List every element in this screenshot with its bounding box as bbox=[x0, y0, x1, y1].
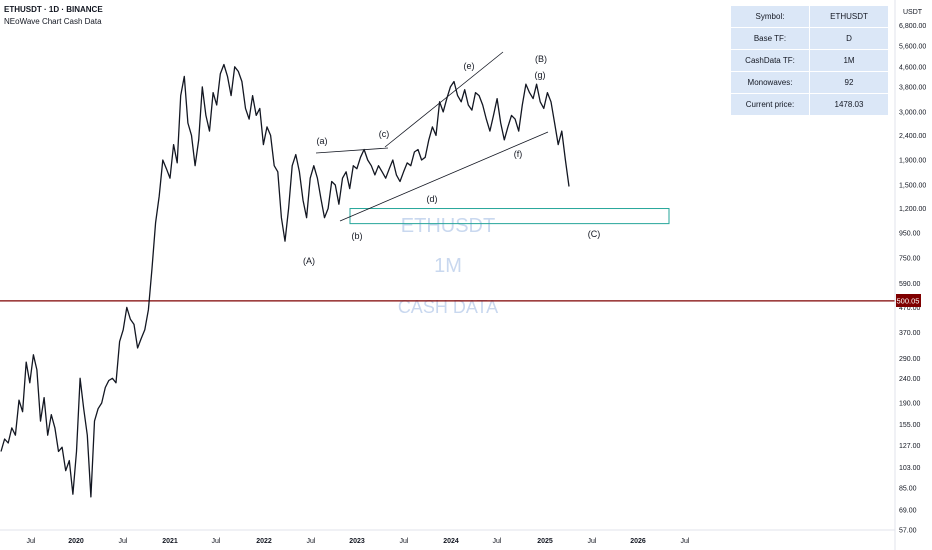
info-label: Current price: bbox=[730, 93, 810, 116]
wave-label-3: (c) bbox=[379, 129, 390, 139]
price-tick-label: 1,200.00 bbox=[899, 206, 926, 213]
time-tick-label: Jul bbox=[588, 538, 597, 545]
wave-label-4: (d) bbox=[427, 194, 438, 204]
target-zone-box[interactable] bbox=[349, 208, 670, 225]
time-tick-label: 2022 bbox=[256, 538, 272, 545]
wave-label-0: (A) bbox=[303, 256, 315, 266]
info-row: Base TF: D bbox=[730, 27, 889, 50]
info-label: CashData TF: bbox=[730, 49, 810, 72]
cash-data-info-table: Symbol: ETHUSDT Base TF: D CashData TF: 1M Mon… bbox=[730, 5, 889, 116]
price-tick-label: 3,000.00 bbox=[899, 109, 926, 116]
info-value: 1478.03 bbox=[809, 93, 889, 116]
chart-subtitle: NEoWave Chart Cash Data bbox=[4, 17, 102, 26]
price-tick-label: 2,400.00 bbox=[899, 133, 926, 140]
price-tick-label: 127.00 bbox=[899, 443, 921, 450]
info-label: Symbol: bbox=[730, 5, 810, 28]
price-tick-label: 240.00 bbox=[899, 376, 921, 383]
time-tick-label: 2025 bbox=[537, 538, 553, 545]
info-label: Base TF: bbox=[730, 27, 810, 50]
price-level-badge-label: 500.05 bbox=[897, 297, 920, 306]
info-label: Monowaves: bbox=[730, 71, 810, 94]
time-tick-label: Jul bbox=[307, 538, 316, 545]
price-axis-unit: USDT bbox=[903, 9, 923, 16]
time-tick-label: 2026 bbox=[630, 538, 646, 545]
info-row: CashData TF: 1M bbox=[730, 49, 889, 72]
wave-label-9: (C) bbox=[588, 229, 601, 239]
wave-label-2: (b) bbox=[352, 231, 363, 241]
info-value: 92 bbox=[809, 71, 889, 94]
price-tick-label: 4,600.00 bbox=[899, 64, 926, 71]
price-tick-label: 69.00 bbox=[899, 507, 917, 514]
price-tick-label: 750.00 bbox=[899, 256, 921, 263]
time-tick-label: 2021 bbox=[162, 538, 178, 545]
price-tick-label: 1,500.00 bbox=[899, 182, 926, 189]
price-tick-label: 103.00 bbox=[899, 465, 921, 472]
info-value: ETHUSDT bbox=[809, 5, 889, 28]
price-tick-label: 950.00 bbox=[899, 231, 921, 238]
wave-label-5: (e) bbox=[464, 61, 475, 71]
trendline-upper bbox=[384, 51, 504, 148]
price-tick-label: 155.00 bbox=[899, 422, 921, 429]
trendline-lower bbox=[339, 131, 549, 222]
trendline-a-c bbox=[315, 147, 389, 154]
watermark-line-0: ETHUSDT bbox=[401, 215, 495, 237]
wave-label-8: (B) bbox=[535, 54, 547, 64]
price-tick-label: 5,600.00 bbox=[899, 44, 926, 51]
price-tick-label: 590.00 bbox=[899, 281, 921, 288]
time-tick-label: Jul bbox=[681, 538, 690, 545]
time-tick-label: Jul bbox=[212, 538, 221, 545]
chart-title: ETHUSDT · 1D · BINANCE bbox=[4, 5, 103, 14]
time-tick-label: Jul bbox=[27, 538, 36, 545]
wave-label-6: (f) bbox=[514, 149, 523, 159]
time-tick-label: 2023 bbox=[349, 538, 365, 545]
info-value: D bbox=[809, 27, 889, 50]
price-tick-label: 290.00 bbox=[899, 356, 921, 363]
info-value: 1M bbox=[809, 49, 889, 72]
time-tick-label: Jul bbox=[400, 538, 409, 545]
time-tick-label: 2024 bbox=[443, 538, 459, 545]
price-tick-label: 1,900.00 bbox=[899, 158, 926, 165]
price-series-line bbox=[0, 63, 570, 498]
watermark-line-2: CASH DATA bbox=[398, 297, 498, 317]
info-row: Symbol: ETHUSDT bbox=[730, 5, 889, 28]
price-tick-label: 6,800.00 bbox=[899, 23, 926, 30]
wave-label-1: (a) bbox=[317, 136, 328, 146]
watermark-line-1: 1M bbox=[434, 255, 462, 277]
info-row: Current price: 1478.03 bbox=[730, 93, 889, 116]
time-tick-label: 2020 bbox=[68, 538, 84, 545]
time-tick-label: Jul bbox=[493, 538, 502, 545]
price-tick-label: 370.00 bbox=[899, 330, 921, 337]
price-tick-label: 85.00 bbox=[899, 485, 917, 492]
info-row: Monowaves: 92 bbox=[730, 71, 889, 94]
price-tick-label: 57.00 bbox=[899, 528, 917, 535]
price-tick-label: 470.00 bbox=[899, 305, 921, 312]
wave-label-7: (g) bbox=[535, 70, 546, 80]
price-level-badge bbox=[896, 294, 921, 307]
price-tick-label: 190.00 bbox=[899, 400, 921, 407]
price-tick-label: 3,800.00 bbox=[899, 84, 926, 91]
time-tick-label: Jul bbox=[119, 538, 128, 545]
